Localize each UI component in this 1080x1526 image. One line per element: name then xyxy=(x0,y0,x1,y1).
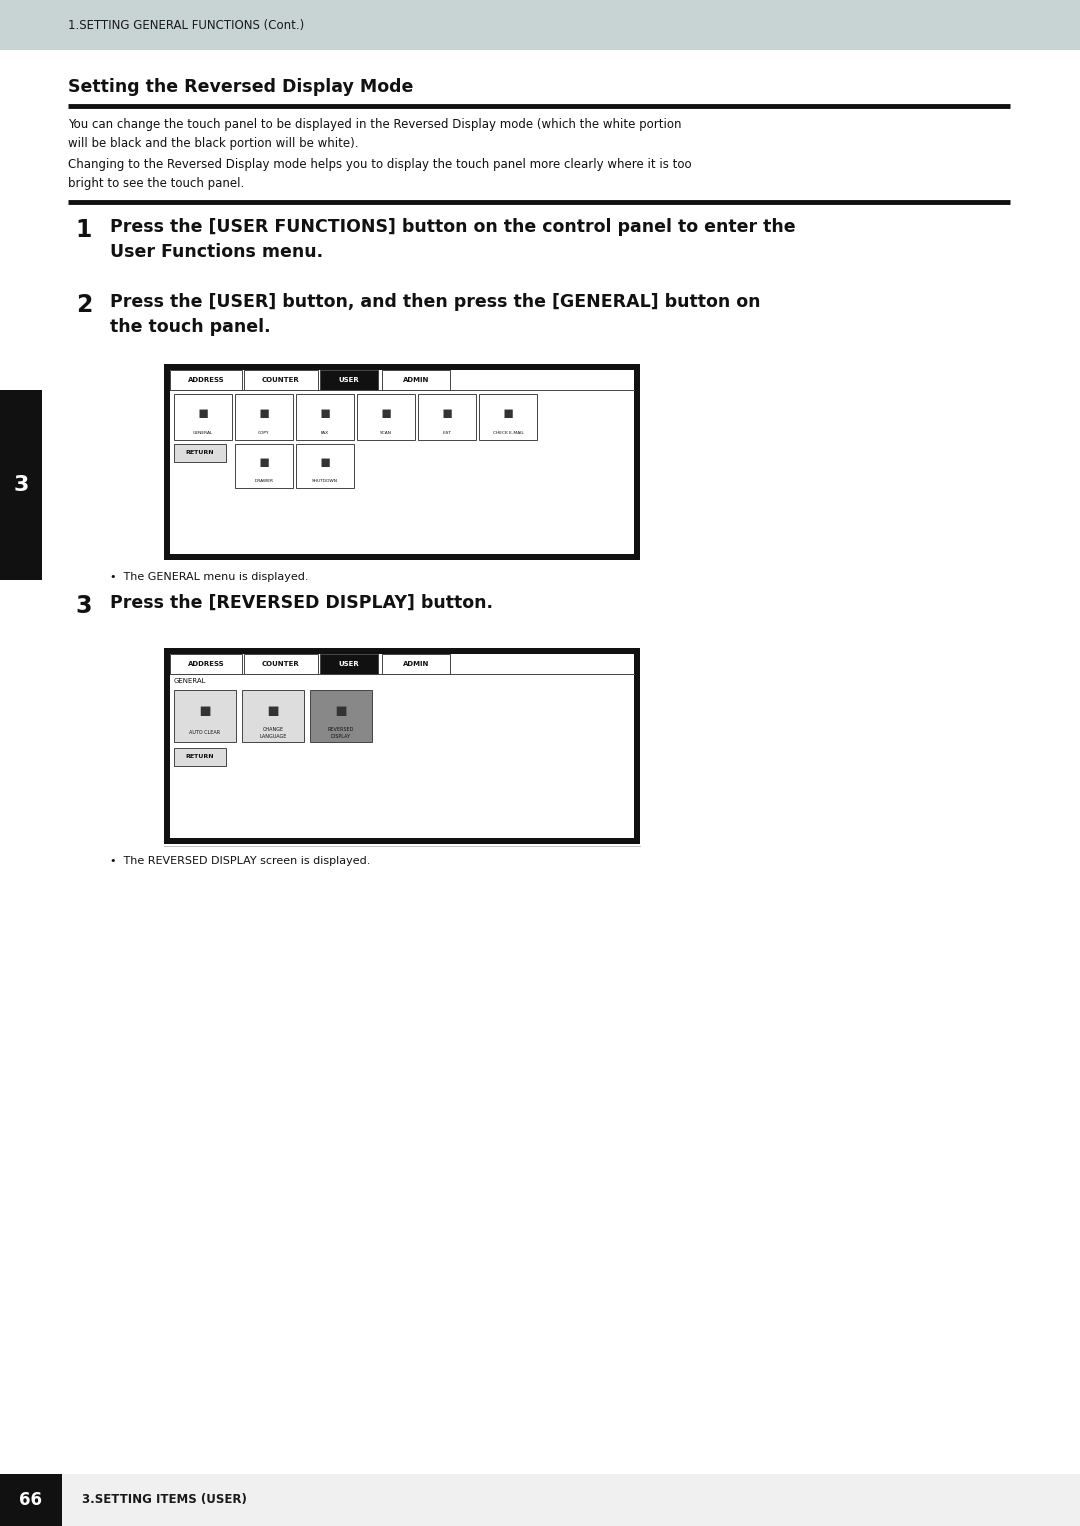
Text: ▪: ▪ xyxy=(267,702,280,720)
Text: Press the [USER FUNCTIONS] button on the control panel to enter the
User Functio: Press the [USER FUNCTIONS] button on the… xyxy=(110,218,796,261)
Bar xyxy=(296,444,354,488)
Text: LIST: LIST xyxy=(443,430,451,435)
Text: RETURN: RETURN xyxy=(186,754,214,760)
Text: SHUTDOWN: SHUTDOWN xyxy=(312,479,338,484)
Text: COUNTER: COUNTER xyxy=(262,661,300,667)
Bar xyxy=(174,444,226,462)
Text: •  The GENERAL menu is displayed.: • The GENERAL menu is displayed. xyxy=(110,572,309,581)
Bar xyxy=(418,394,476,439)
Bar xyxy=(242,690,303,742)
Text: ADDRESS: ADDRESS xyxy=(188,377,225,383)
Bar xyxy=(174,394,232,439)
Text: ▪: ▪ xyxy=(198,404,208,423)
Bar xyxy=(357,394,415,439)
Bar xyxy=(0,1474,62,1526)
Bar xyxy=(480,394,537,439)
Text: Changing to the Reversed Display mode helps you to display the touch panel more : Changing to the Reversed Display mode he… xyxy=(68,159,691,191)
Text: ▪: ▪ xyxy=(380,404,392,423)
Bar xyxy=(244,655,318,674)
Text: REVERSED
DISPLAY: REVERSED DISPLAY xyxy=(328,728,354,739)
Text: ADDRESS: ADDRESS xyxy=(188,661,225,667)
Text: ▪: ▪ xyxy=(335,702,348,720)
Text: ▪: ▪ xyxy=(258,453,270,470)
Text: AUTO CLEAR: AUTO CLEAR xyxy=(189,731,220,736)
Text: CHECK E-MAIL: CHECK E-MAIL xyxy=(492,430,524,435)
Text: Press the [USER] button, and then press the [GENERAL] button on
the touch panel.: Press the [USER] button, and then press … xyxy=(110,293,760,336)
Text: 1: 1 xyxy=(76,218,92,243)
Text: ADMIN: ADMIN xyxy=(403,377,429,383)
Text: You can change the touch panel to be displayed in the Reversed Display mode (whi: You can change the touch panel to be dis… xyxy=(68,118,681,150)
Text: USER: USER xyxy=(339,377,360,383)
Bar xyxy=(235,444,293,488)
Text: Press the [REVERSED DISPLAY] button.: Press the [REVERSED DISPLAY] button. xyxy=(110,594,492,612)
Bar xyxy=(320,655,378,674)
Text: ▪: ▪ xyxy=(442,404,453,423)
Bar xyxy=(0,391,42,580)
Text: ▪: ▪ xyxy=(320,453,330,470)
Text: GENERAL: GENERAL xyxy=(174,678,206,684)
Bar xyxy=(320,369,378,391)
Bar xyxy=(170,369,242,391)
Text: FAX: FAX xyxy=(321,430,329,435)
Bar xyxy=(310,690,372,742)
Text: Setting the Reversed Display Mode: Setting the Reversed Display Mode xyxy=(68,78,414,96)
Text: USER: USER xyxy=(339,661,360,667)
Text: 3.SETTING ITEMS (USER): 3.SETTING ITEMS (USER) xyxy=(82,1494,247,1506)
Bar xyxy=(244,369,318,391)
Text: 66: 66 xyxy=(19,1491,42,1509)
Bar xyxy=(382,369,450,391)
Bar xyxy=(174,690,237,742)
Text: 3: 3 xyxy=(76,594,92,618)
Bar xyxy=(382,655,450,674)
Text: SCAN: SCAN xyxy=(380,430,392,435)
Text: DRAWER: DRAWER xyxy=(255,479,273,484)
Bar xyxy=(235,394,293,439)
Bar xyxy=(0,0,1080,50)
Bar xyxy=(296,394,354,439)
Bar xyxy=(170,655,634,838)
Text: •  The REVERSED DISPLAY screen is displayed.: • The REVERSED DISPLAY screen is display… xyxy=(110,856,370,865)
Bar xyxy=(164,365,640,560)
Text: 2: 2 xyxy=(76,293,92,317)
Bar xyxy=(0,1474,1080,1526)
Text: COPY: COPY xyxy=(258,430,270,435)
Text: RETURN: RETURN xyxy=(186,450,214,455)
Text: ▪: ▪ xyxy=(258,404,270,423)
Text: 1.SETTING GENERAL FUNCTIONS (Cont.): 1.SETTING GENERAL FUNCTIONS (Cont.) xyxy=(68,18,305,32)
Bar xyxy=(170,369,634,554)
Text: ADMIN: ADMIN xyxy=(403,661,429,667)
Text: CHANGE
LANGUAGE: CHANGE LANGUAGE xyxy=(259,728,286,739)
Text: GENERAL: GENERAL xyxy=(193,430,213,435)
Bar xyxy=(170,655,242,674)
Text: 3: 3 xyxy=(13,475,29,494)
Text: ▪: ▪ xyxy=(502,404,514,423)
Text: ▪: ▪ xyxy=(320,404,330,423)
Bar xyxy=(174,748,226,766)
Text: COUNTER: COUNTER xyxy=(262,377,300,383)
Text: ▪: ▪ xyxy=(199,702,212,720)
Bar xyxy=(164,649,640,844)
